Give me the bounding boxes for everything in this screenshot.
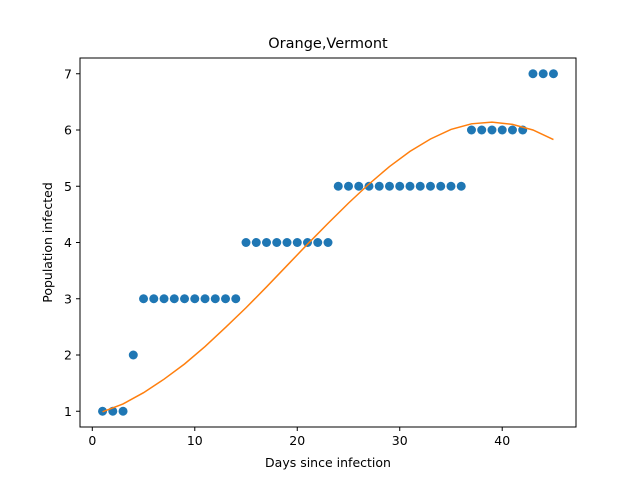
- data-point: [497, 125, 507, 135]
- data-point: [425, 181, 435, 191]
- x-tick-label: 20: [289, 433, 305, 448]
- y-tick-label: 2: [64, 348, 72, 363]
- data-point: [343, 181, 353, 191]
- data-point: [159, 294, 169, 304]
- x-tick-label: 0: [88, 433, 96, 448]
- data-point: [262, 238, 272, 247]
- data-point: [466, 125, 476, 135]
- x-tick-label: 30: [392, 433, 408, 448]
- data-point: [333, 181, 343, 191]
- data-point: [180, 294, 190, 304]
- x-tick-label: 10: [187, 433, 203, 448]
- data-point: [231, 294, 241, 304]
- y-tick-label: 6: [64, 123, 72, 138]
- data-point: [139, 294, 149, 304]
- y-tick-label: 3: [64, 291, 72, 306]
- data-point: [128, 350, 138, 360]
- x-axis-ticks: 0 10 20 30 40: [88, 427, 510, 448]
- x-axis-label: Days since infection: [265, 455, 391, 470]
- data-point: [323, 238, 333, 247]
- data-point: [415, 181, 425, 191]
- y-tick-label: 7: [64, 66, 72, 81]
- data-point: [241, 238, 251, 247]
- data-point: [528, 69, 538, 79]
- data-point: [364, 181, 374, 191]
- y-axis-label: Population infected: [40, 182, 55, 303]
- y-axis-ticks: 1 2 3 4 5 6 7: [64, 66, 80, 419]
- data-point: [303, 238, 313, 247]
- axes-frame: [79, 57, 577, 428]
- data-point: [292, 238, 302, 247]
- data-point: [354, 181, 364, 191]
- plot-area: [98, 69, 558, 416]
- data-point: [507, 125, 517, 135]
- data-point: [313, 238, 323, 247]
- data-point: [221, 294, 231, 304]
- fit-curve: [102, 121, 554, 413]
- data-point: [538, 69, 548, 79]
- data-point: [436, 181, 446, 191]
- y-tick-label: 1: [64, 404, 72, 419]
- x-tick-label: 40: [494, 433, 510, 448]
- data-point: [272, 238, 282, 247]
- data-point: [477, 125, 487, 135]
- data-point: [384, 181, 394, 191]
- chart-title: Orange,Vermont: [268, 36, 388, 52]
- y-tick-label: 5: [64, 179, 72, 194]
- y-tick-label: 4: [64, 235, 72, 250]
- data-point: [487, 125, 497, 135]
- data-point: [210, 294, 220, 304]
- data-point: [548, 69, 558, 79]
- data-point: [200, 294, 210, 304]
- data-point: [169, 294, 179, 304]
- data-point: [395, 181, 405, 191]
- data-point: [190, 294, 200, 304]
- data-point: [282, 238, 292, 247]
- data-point: [405, 181, 415, 191]
- data-point: [251, 238, 261, 247]
- data-point: [374, 181, 384, 191]
- data-point: [149, 294, 159, 304]
- data-point: [456, 181, 466, 191]
- data-point: [446, 181, 456, 191]
- data-point: [118, 406, 128, 416]
